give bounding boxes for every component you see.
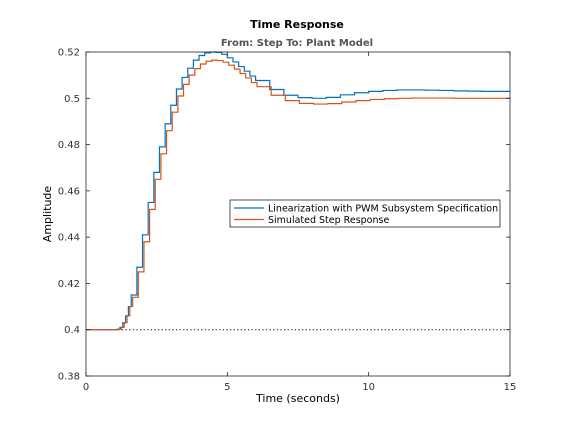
legend: Linearization with PWM Subsystem Specifi… <box>229 199 501 228</box>
series-line-0 <box>86 51 510 331</box>
y-tick-label: 0.38 <box>58 372 80 383</box>
x-tick-label: 15 <box>504 382 517 393</box>
x-axis-label: Time (seconds) <box>255 392 340 405</box>
legend-box <box>229 199 501 228</box>
chart-subtitle: From: Step To: Plant Model <box>221 38 373 49</box>
legend-entry-linearization: Linearization with PWM Subsystem Specifi… <box>268 204 498 215</box>
y-tick-label: 0.52 <box>58 48 80 59</box>
x-tick-label: 0 <box>83 382 89 393</box>
x-tick-label: 10 <box>362 382 375 393</box>
y-tick-label: 0.46 <box>58 186 80 197</box>
y-tick-label: 0.48 <box>58 140 80 151</box>
series-layer <box>86 51 510 331</box>
y-tick-label: 0.4 <box>64 325 80 336</box>
y-tick-label: 0.44 <box>58 233 80 244</box>
plot-frame <box>85 51 511 377</box>
x-tick-label: 5 <box>224 382 230 393</box>
y-tick-label: 0.5 <box>64 94 80 105</box>
y-axis-label: Amplitude <box>41 186 54 243</box>
chart-title: Time Response <box>250 18 344 31</box>
legend-entry-simulated: Simulated Step Response <box>268 215 389 226</box>
series-line-1 <box>86 59 510 331</box>
y-tick-label: 0.42 <box>58 279 80 290</box>
tick-layer: 0 5 10 15 0.38 0.4 0.42 0.44 0.46 0.48 0.5 0.52 <box>58 48 517 394</box>
